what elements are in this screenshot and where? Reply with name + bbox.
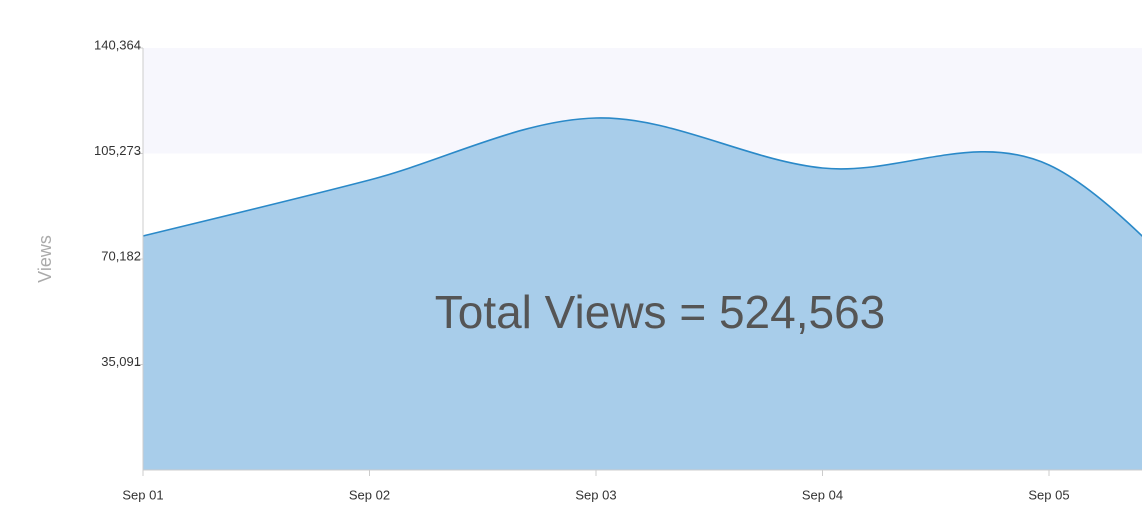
line: [142, 117, 1142, 238]
x-tick-label: Sep 02: [349, 487, 390, 502]
x-tick-label: Sep 01: [122, 487, 163, 502]
y-axis-label: Views: [35, 235, 55, 283]
x-tick-label: Sep 04: [802, 487, 843, 502]
x-tick-label: Sep 03: [575, 487, 616, 502]
area: [143, 117, 1142, 470]
annotation: Total Views = 524,563: [435, 286, 886, 338]
y-tick-label: 70,182: [101, 248, 141, 263]
x-tick-label: Sep 05: [1028, 487, 1069, 502]
y-tick-label: 105,273: [94, 143, 141, 158]
y-tick-label: 140,364: [94, 37, 141, 52]
y-tick-label: 35,091: [101, 354, 141, 369]
